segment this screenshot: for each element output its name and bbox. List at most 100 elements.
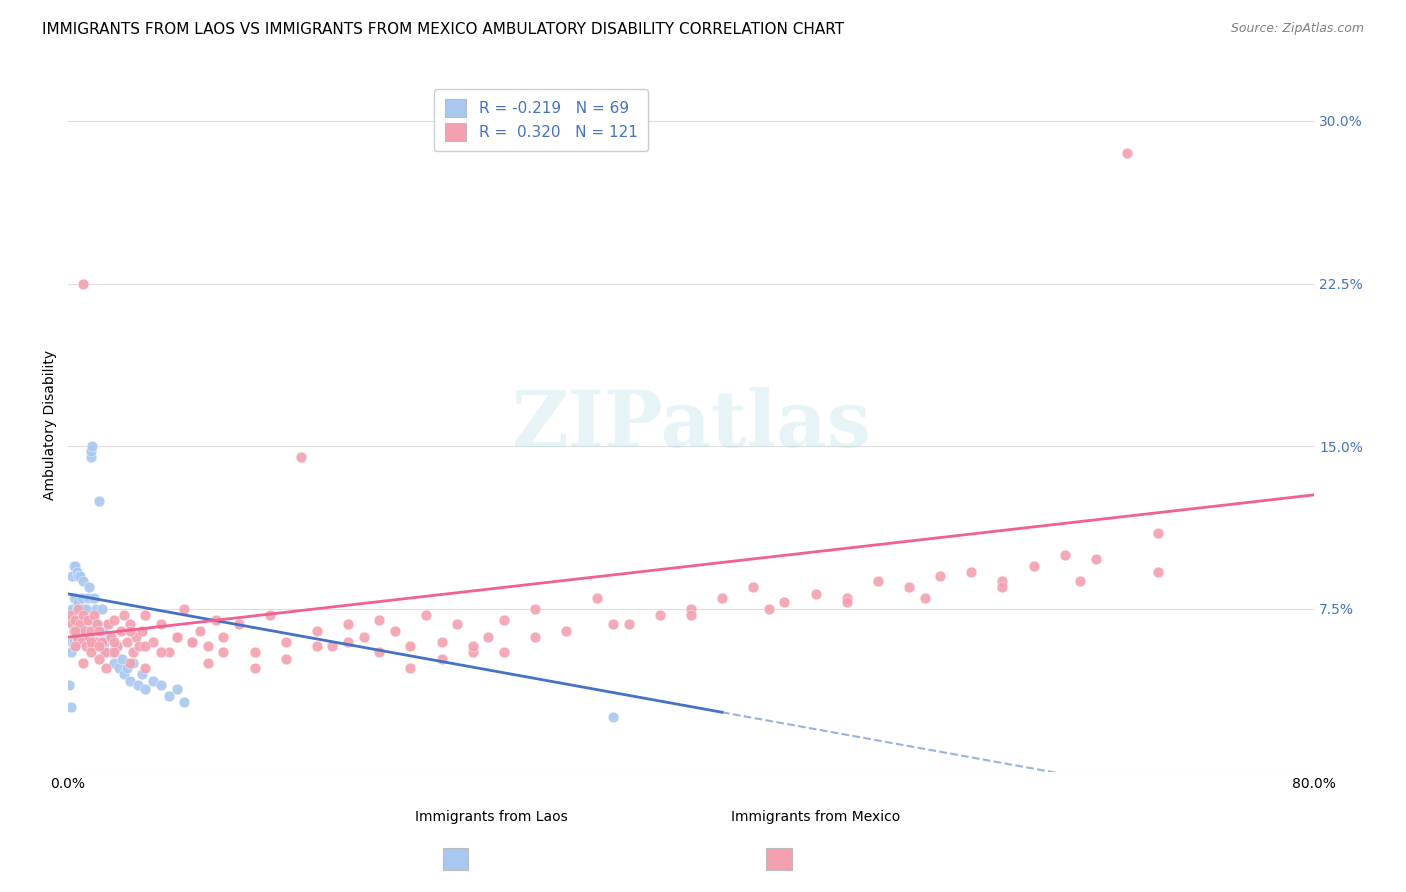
Point xyxy=(1147,565,1170,579)
Point xyxy=(1069,574,1091,588)
Point xyxy=(804,587,827,601)
Point xyxy=(929,569,952,583)
Point xyxy=(80,634,103,648)
Point xyxy=(259,608,281,623)
Point xyxy=(80,443,103,458)
Point xyxy=(524,602,547,616)
Point xyxy=(112,667,135,681)
Point xyxy=(62,634,84,648)
Point xyxy=(134,682,156,697)
Point xyxy=(72,657,94,671)
Point xyxy=(58,678,80,692)
Point xyxy=(60,569,83,583)
Point xyxy=(76,613,98,627)
Point xyxy=(648,608,671,623)
Y-axis label: Ambulatory Disability: Ambulatory Disability xyxy=(44,350,58,500)
Point xyxy=(93,624,115,638)
Text: ZIPatlas: ZIPatlas xyxy=(510,386,870,463)
Point xyxy=(1085,552,1108,566)
Point xyxy=(87,493,110,508)
Point xyxy=(97,617,120,632)
Point xyxy=(142,634,165,648)
Point xyxy=(228,617,250,632)
Point xyxy=(66,602,89,616)
Point xyxy=(103,634,125,648)
Point xyxy=(69,617,91,632)
Point xyxy=(274,652,297,666)
Point xyxy=(65,624,87,638)
Point xyxy=(65,591,87,606)
Point xyxy=(60,634,83,648)
Point xyxy=(84,602,107,616)
Point xyxy=(87,652,110,666)
Point xyxy=(83,591,105,606)
Point xyxy=(399,639,422,653)
Point xyxy=(384,624,406,638)
Point xyxy=(118,624,141,638)
Point xyxy=(82,439,104,453)
Point xyxy=(243,660,266,674)
Point xyxy=(337,617,360,632)
Point xyxy=(134,639,156,653)
Point xyxy=(90,634,112,648)
Point xyxy=(67,602,90,616)
Point xyxy=(399,660,422,674)
Text: Immigrants from Laos: Immigrants from Laos xyxy=(415,810,568,824)
Point xyxy=(128,639,150,653)
Point xyxy=(477,630,499,644)
Point xyxy=(103,645,125,659)
Point xyxy=(87,639,110,653)
Point xyxy=(60,617,83,632)
Point xyxy=(173,602,195,616)
Point xyxy=(79,613,101,627)
Point xyxy=(157,645,180,659)
Point xyxy=(115,660,138,674)
Point xyxy=(197,639,219,653)
Point xyxy=(127,678,149,692)
Text: IMMIGRANTS FROM LAOS VS IMMIGRANTS FROM MEXICO AMBULATORY DISABILITY CORRELATION: IMMIGRANTS FROM LAOS VS IMMIGRANTS FROM … xyxy=(42,22,845,37)
Point xyxy=(173,695,195,709)
Point xyxy=(67,630,90,644)
Point xyxy=(62,624,84,638)
Point xyxy=(960,565,983,579)
Point xyxy=(430,652,453,666)
Point xyxy=(87,624,110,638)
Point xyxy=(773,595,796,609)
Point xyxy=(430,634,453,648)
Point xyxy=(72,630,94,644)
Point xyxy=(353,630,375,644)
Point xyxy=(337,634,360,648)
Point xyxy=(181,634,204,648)
Point xyxy=(86,617,108,632)
Point xyxy=(118,617,141,632)
Point xyxy=(115,634,138,648)
Point xyxy=(1116,146,1139,161)
Point xyxy=(758,602,780,616)
Point xyxy=(446,617,468,632)
Point xyxy=(112,608,135,623)
Point xyxy=(69,569,91,583)
Point xyxy=(65,613,87,627)
Point xyxy=(96,660,118,674)
Point xyxy=(84,634,107,648)
Point xyxy=(65,639,87,653)
Point xyxy=(742,580,765,594)
Point xyxy=(103,657,125,671)
Point xyxy=(108,660,131,674)
Point xyxy=(290,450,312,464)
Point xyxy=(80,450,103,464)
Point xyxy=(555,624,578,638)
Point xyxy=(118,657,141,671)
Point xyxy=(83,624,105,638)
Point xyxy=(90,602,112,616)
Point xyxy=(66,634,89,648)
Point xyxy=(80,624,103,638)
Point xyxy=(602,710,624,724)
Point xyxy=(98,630,121,644)
Point xyxy=(835,591,858,606)
Point xyxy=(66,630,89,644)
Point xyxy=(84,634,107,648)
Point xyxy=(835,595,858,609)
Point xyxy=(110,624,132,638)
Point xyxy=(866,574,889,588)
